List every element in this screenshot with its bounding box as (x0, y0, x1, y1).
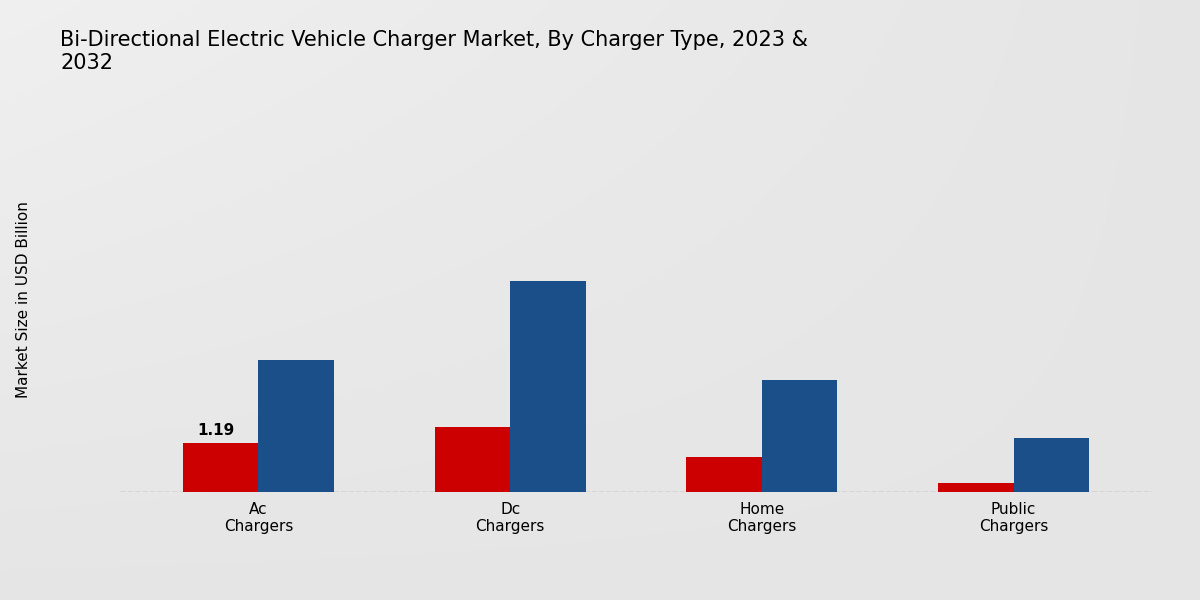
Bar (938, 483, 1014, 492)
Bar (258, 360, 334, 492)
Bar (510, 281, 586, 492)
Bar (1014, 438, 1090, 492)
Bar (434, 427, 510, 492)
Bar (182, 443, 258, 492)
Text: 1.19: 1.19 (197, 423, 234, 438)
Text: Bi-Directional Electric Vehicle Charger Market, By Charger Type, 2023 &
2032: Bi-Directional Electric Vehicle Charger … (60, 30, 808, 73)
Bar (686, 457, 762, 492)
Bar (762, 380, 838, 492)
Text: Market Size in USD Billion: Market Size in USD Billion (17, 202, 31, 398)
